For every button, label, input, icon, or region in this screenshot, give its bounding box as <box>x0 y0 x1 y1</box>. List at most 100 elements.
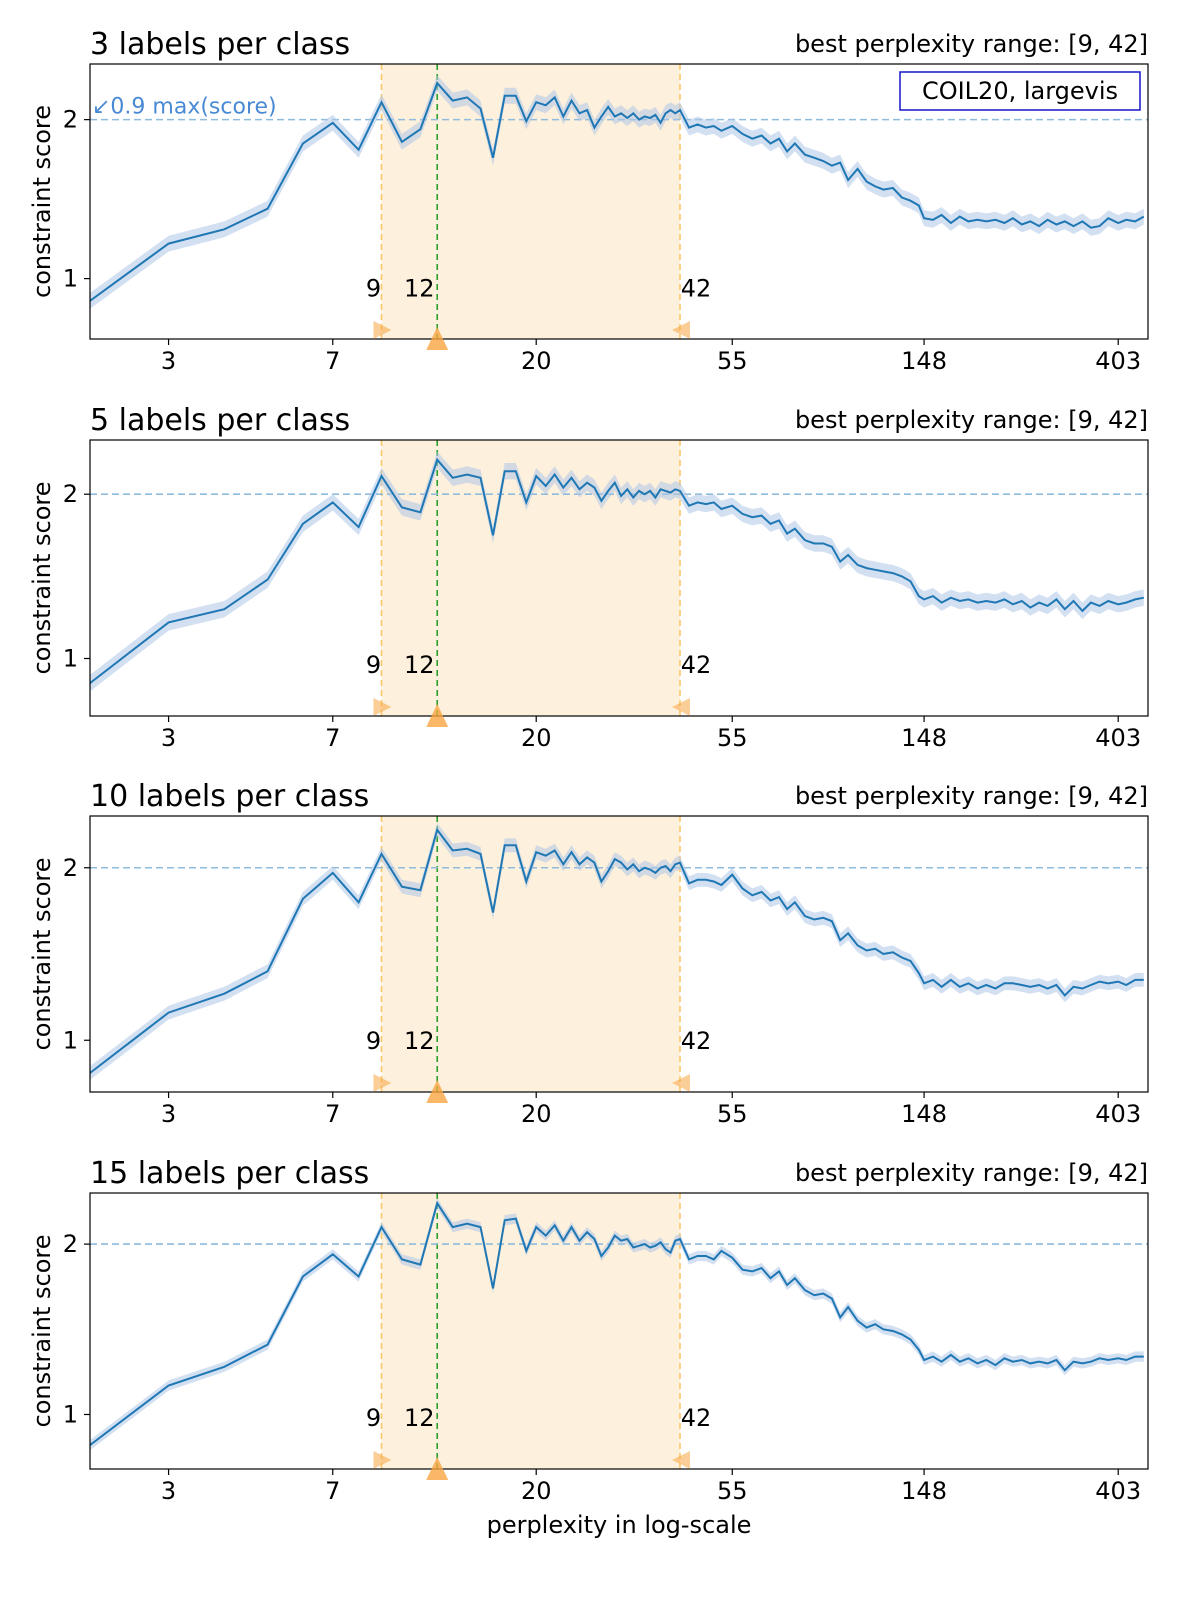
data-point <box>1046 1362 1048 1364</box>
data-point <box>1021 984 1023 986</box>
data-point <box>664 1248 666 1250</box>
data-point <box>1143 1355 1145 1357</box>
data-point <box>813 918 815 920</box>
x-tick-label: 20 <box>521 347 552 375</box>
axes-frame <box>89 1192 1149 1470</box>
data-point <box>492 911 494 913</box>
data-point <box>600 115 602 117</box>
plot-area <box>90 440 1148 716</box>
data-point <box>741 513 743 515</box>
x-tick-label: 148 <box>901 1477 947 1505</box>
data-point <box>696 123 698 125</box>
panel-title: 15 labels per class <box>90 1156 369 1191</box>
data-point <box>586 1231 588 1233</box>
data-point <box>901 956 903 958</box>
data-point <box>720 884 722 886</box>
data-point <box>632 496 634 498</box>
data-point <box>679 1238 681 1240</box>
score-line <box>90 827 1144 1074</box>
x-tick-label: 20 <box>521 1100 552 1128</box>
data-point <box>626 488 628 490</box>
data-point <box>1038 984 1040 986</box>
data-point <box>688 126 690 128</box>
data-point <box>632 1246 634 1248</box>
data-point <box>751 1270 753 1272</box>
legend-label: COIL20, largevis <box>922 77 1118 105</box>
x-tick-label: 20 <box>521 724 552 752</box>
data-point <box>302 1275 304 1277</box>
data-point <box>600 880 602 882</box>
data-point <box>713 125 715 127</box>
data-point <box>632 863 634 865</box>
data-point <box>1117 980 1119 982</box>
data-point <box>901 575 903 577</box>
data-point <box>167 621 169 623</box>
data-point <box>932 595 934 597</box>
data-point <box>731 125 733 127</box>
data-point <box>620 495 622 497</box>
data-point <box>804 539 806 541</box>
data-point <box>570 851 572 853</box>
data-point <box>751 516 753 518</box>
data-point <box>804 915 806 917</box>
data-point <box>778 138 780 140</box>
confidence-band <box>90 75 1144 309</box>
data-point <box>1117 1357 1119 1359</box>
data-point <box>664 112 666 114</box>
range-end-value: 42 <box>681 1404 712 1432</box>
range-end-marker <box>671 1074 690 1092</box>
score-line <box>90 81 1145 302</box>
data-point <box>466 1223 468 1225</box>
data-point <box>419 511 421 513</box>
data-point <box>607 1246 609 1248</box>
data-point <box>959 215 961 217</box>
best-range-text: best perplexity range: [9, 42] <box>795 30 1148 58</box>
data-point <box>794 1277 796 1279</box>
data-point <box>452 849 454 851</box>
data-point <box>1029 606 1031 608</box>
data-point <box>813 157 815 159</box>
data-point <box>332 1253 334 1255</box>
data-point <box>967 982 969 984</box>
data-point <box>794 901 796 903</box>
data-point <box>436 829 438 831</box>
data-point <box>578 488 580 490</box>
data-point <box>436 82 438 84</box>
data-point <box>847 1306 849 1308</box>
score-line <box>90 1200 1144 1446</box>
data-point <box>638 490 640 492</box>
range-start-marker <box>373 698 392 716</box>
data-point <box>466 473 468 475</box>
data-point <box>882 953 884 955</box>
data-point <box>932 219 934 221</box>
data-point <box>1134 979 1136 981</box>
best-perplexity-value: 12 <box>404 274 435 302</box>
data-point <box>822 160 824 162</box>
data-point <box>479 107 481 109</box>
data-point <box>266 1343 268 1345</box>
data-point <box>266 970 268 972</box>
data-point <box>760 891 762 893</box>
y-tick-label: 2 <box>63 480 78 508</box>
data-point <box>847 932 849 934</box>
data-point <box>994 987 996 989</box>
data-point <box>822 917 824 919</box>
data-point <box>874 569 876 571</box>
data-point <box>918 595 920 597</box>
data-point <box>669 109 671 111</box>
data-point <box>976 219 978 221</box>
best-range-text: best perplexity range: [9, 42] <box>795 1159 1148 1187</box>
data-point <box>504 844 506 846</box>
data-point <box>813 1294 815 1296</box>
data-point <box>1107 600 1109 602</box>
data-point <box>1107 217 1109 219</box>
data-point <box>882 1328 884 1330</box>
data-point <box>380 101 382 103</box>
data-point <box>839 1316 841 1318</box>
data-point <box>741 887 743 889</box>
data-point <box>638 870 640 872</box>
data-point <box>1029 986 1031 988</box>
data-point <box>1038 601 1040 603</box>
x-tick-label: 20 <box>521 1477 552 1505</box>
data-point <box>1003 598 1005 600</box>
